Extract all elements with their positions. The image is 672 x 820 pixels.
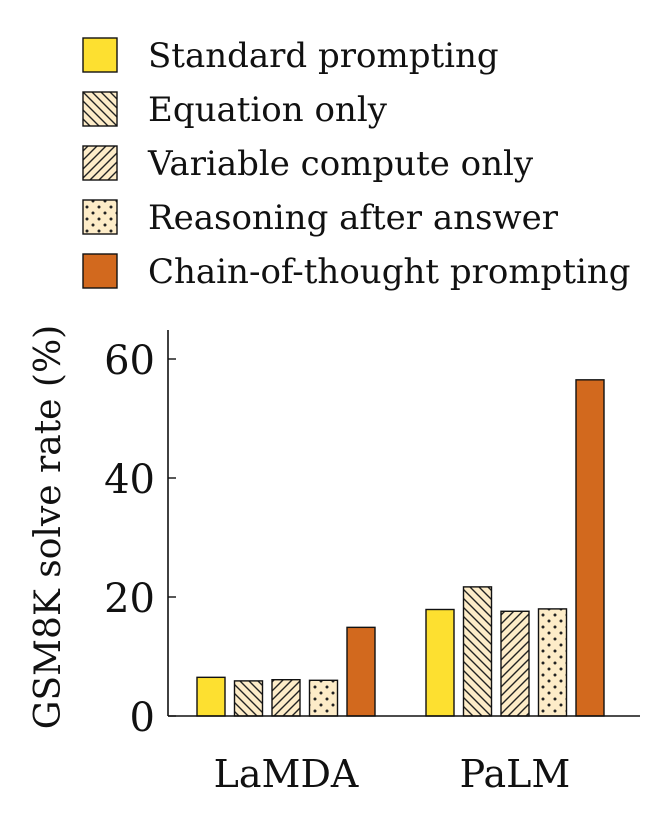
bar [575,379,605,717]
bar [537,608,568,717]
legend-swatch [82,91,118,127]
y-axis-ticks: 0 20 40 60 [104,338,176,741]
x-tick-label: PaLM [460,752,571,796]
bar [462,586,493,717]
bar [308,679,339,717]
legend-item: Standard prompting [82,36,499,76]
legend: Standard prompting Equation only Variable … [82,36,631,292]
y-tick-label: 40 [104,457,155,503]
legend-swatch [82,145,118,181]
legend-label: Chain-of-thought prompting [148,252,631,292]
y-axis-label: GSM8K solve rate (%) [28,325,69,729]
bar [500,610,530,717]
legend-label: Reasoning after answer [148,198,559,238]
y-tick-label: 60 [104,338,155,384]
bar [271,679,301,717]
legend-label: Variable compute only [147,144,534,184]
bars [196,379,605,717]
bar [346,626,376,717]
legend-swatch [82,199,118,235]
legend-item: Equation only [82,90,388,130]
legend-label: Standard prompting [148,36,499,76]
x-tick-label: LaMDA [214,752,359,796]
legend-item: Chain-of-thought prompting [82,252,631,292]
bar [196,676,226,717]
axes [167,330,640,717]
x-axis-ticks: LaMDA PaLM [214,752,571,796]
y-tick-label: 20 [104,576,155,622]
bar [233,680,264,717]
y-tick-label: 0 [130,695,155,741]
legend-label: Equation only [148,90,388,130]
bar [425,608,455,717]
legend-item: Reasoning after answer [82,198,559,238]
legend-swatch [82,37,118,73]
legend-swatch [82,253,118,289]
legend-item: Variable compute only [82,144,534,184]
